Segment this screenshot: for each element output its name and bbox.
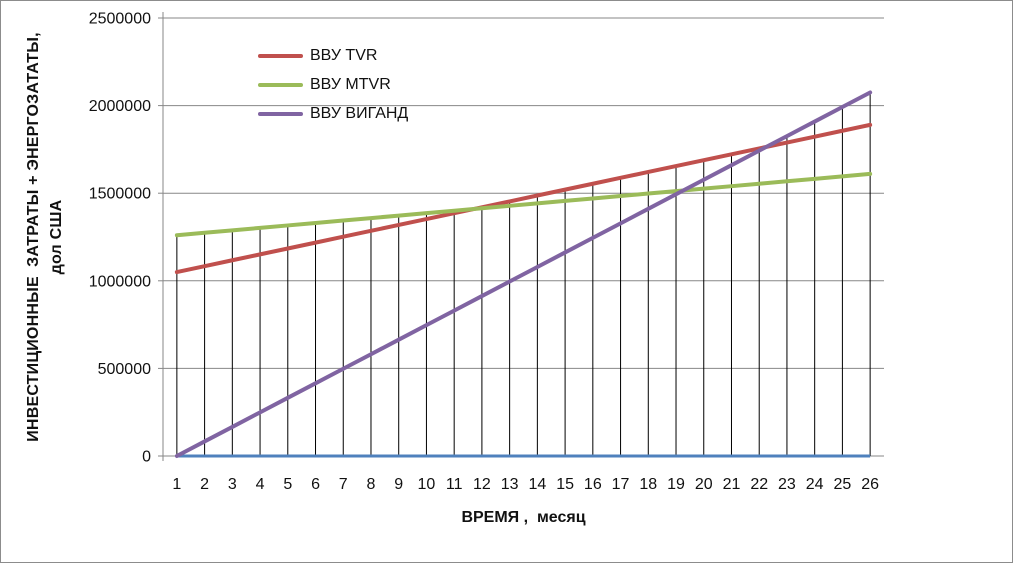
y-axis-title-line2: дол США xyxy=(48,199,65,275)
x-tick-label: 10 xyxy=(418,476,436,493)
x-axis-title: ВРЕМЯ , месяц xyxy=(461,509,586,526)
x-tick-label: 25 xyxy=(834,476,852,493)
y-tick-label: 2500000 xyxy=(89,11,151,28)
x-tick-label: 26 xyxy=(861,476,879,493)
x-tick-label: 20 xyxy=(695,476,713,493)
series-line-1 xyxy=(174,171,873,238)
x-tick-label: 24 xyxy=(806,476,824,493)
legend-label-vigand: ВВУ ВИГАНД xyxy=(310,104,409,122)
x-tick-label: 12 xyxy=(473,476,491,493)
series-line-0 xyxy=(174,122,873,275)
x-tick-label: 22 xyxy=(750,476,768,493)
x-tick-label: 18 xyxy=(639,476,657,493)
x-tick-label: 17 xyxy=(612,476,630,493)
x-tick-label: 9 xyxy=(394,476,403,493)
y-tick-label: 500000 xyxy=(98,361,151,378)
x-tick-label: 21 xyxy=(723,476,741,493)
x-tick-label: 1 xyxy=(172,476,181,493)
legend-swatch-mtvr-line xyxy=(258,82,303,87)
y-tick-label: 0 xyxy=(142,449,151,466)
y-axis-title-line1: ИНВЕСТИЦИОННЫЕ ЗАТРАТЫ + ЭНЕРГОЗАТАТЫ, xyxy=(25,32,42,442)
legend-label-tvr: ВВУ TVR xyxy=(310,46,378,64)
legend-item-mtvr: ВВУ MTVR xyxy=(258,70,408,99)
x-tick-label: 15 xyxy=(556,476,574,493)
x-tick-label: 16 xyxy=(584,476,602,493)
legend-label-mtvr: ВВУ MTVR xyxy=(310,75,391,93)
y-axis-title: ИНВЕСТИЦИОННЫЕ ЗАТРАТЫ + ЭНЕРГОЗАТАТЫ, д… xyxy=(12,1,78,497)
legend-item-tvr: ВВУ TVR xyxy=(258,41,408,70)
x-tick-label: 11 xyxy=(446,476,463,493)
y-tick-label: 1000000 xyxy=(89,273,151,290)
x-tick-label: 14 xyxy=(528,476,546,493)
x-tick-label: 3 xyxy=(228,476,237,493)
x-tick-label: 23 xyxy=(778,476,796,493)
y-tick-label: 1500000 xyxy=(89,186,151,203)
x-tick-label: 8 xyxy=(367,476,376,493)
x-tick-label: 4 xyxy=(256,476,265,493)
x-tick-label: 7 xyxy=(339,476,348,493)
legend-swatch-tvr-line xyxy=(258,53,303,58)
x-tick-label: 19 xyxy=(667,476,685,493)
legend-swatch-vigand-line xyxy=(258,111,303,116)
chart-legend: ВВУ TVR ВВУ MTVR ВВУ ВИГАНД xyxy=(258,41,408,128)
x-tick-label: 5 xyxy=(283,476,292,493)
x-tick-label: 13 xyxy=(501,476,519,493)
x-tick-label: 2 xyxy=(200,476,209,493)
x-tick-label: 6 xyxy=(311,476,320,493)
legend-item-vigand: ВВУ ВИГАНД xyxy=(258,99,408,128)
series-line-2 xyxy=(174,90,873,458)
y-tick-label: 2000000 xyxy=(89,98,151,115)
